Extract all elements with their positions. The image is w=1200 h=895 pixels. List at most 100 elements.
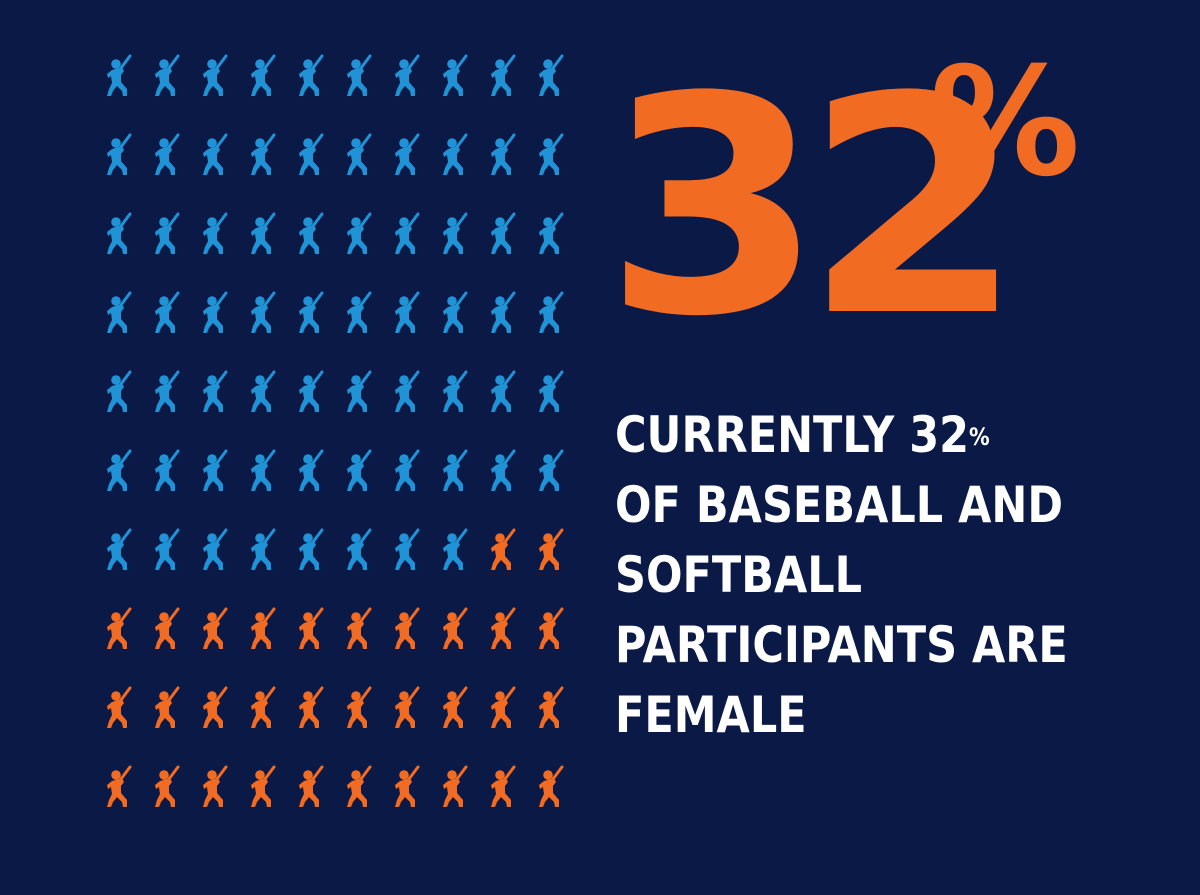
- baseball-batter-icon: [107, 765, 132, 807]
- baseball-batter-icon: [299, 765, 324, 807]
- baseball-batter-icon: [155, 765, 180, 807]
- baseball-batter-icon: [539, 212, 564, 254]
- baseball-batter-icon: [203, 54, 228, 96]
- baseball-batter-icon: [347, 370, 372, 412]
- baseball-batter-icon: [107, 212, 132, 254]
- baseball-batter-icon: [155, 54, 180, 96]
- baseball-batter-icon: [539, 528, 564, 570]
- baseball-batter-icon: [299, 133, 324, 175]
- baseball-batter-icon: [251, 528, 276, 570]
- baseball-batter-icon: [203, 449, 228, 491]
- baseball-batter-icon: [299, 449, 324, 491]
- baseball-batter-icon: [491, 686, 516, 728]
- baseball-batter-icon: [395, 212, 420, 254]
- baseball-batter-icon: [491, 607, 516, 649]
- baseball-batter-icon: [203, 291, 228, 333]
- baseball-batter-icon: [203, 765, 228, 807]
- baseball-batter-icon: [107, 528, 132, 570]
- baseball-batter-icon: [539, 765, 564, 807]
- baseball-batter-icon: [347, 528, 372, 570]
- caption: CURRENTLY 32% OF BASEBALL AND SOFTBALL P…: [615, 400, 1068, 750]
- baseball-batter-icon: [299, 686, 324, 728]
- baseball-batter-icon: [443, 528, 468, 570]
- baseball-batter-icon: [251, 686, 276, 728]
- baseball-batter-icon: [155, 528, 180, 570]
- baseball-batter-icon: [203, 607, 228, 649]
- baseball-batter-icon: [395, 607, 420, 649]
- baseball-batter-icon: [395, 133, 420, 175]
- baseball-batter-icon: [443, 291, 468, 333]
- baseball-batter-icon: [443, 686, 468, 728]
- baseball-batter-icon: [539, 686, 564, 728]
- baseball-batter-icon: [491, 212, 516, 254]
- baseball-batter-icon: [251, 133, 276, 175]
- baseball-batter-icon: [347, 291, 372, 333]
- baseball-batter-icon: [107, 133, 132, 175]
- baseball-batter-icon: [491, 54, 516, 96]
- baseball-batter-icon: [395, 686, 420, 728]
- baseball-batter-icon: [443, 607, 468, 649]
- baseball-batter-icon: [107, 370, 132, 412]
- baseball-batter-icon: [155, 686, 180, 728]
- baseball-batter-icon: [539, 370, 564, 412]
- baseball-batter-icon: [203, 686, 228, 728]
- headline-number: 32: [604, 33, 1023, 382]
- baseball-batter-icon: [203, 212, 228, 254]
- baseball-batter-icon: [395, 765, 420, 807]
- baseball-batter-icon: [443, 449, 468, 491]
- baseball-batter-icon: [347, 765, 372, 807]
- baseball-batter-icon: [443, 54, 468, 96]
- baseball-batter-icon: [155, 212, 180, 254]
- baseball-batter-icon: [395, 54, 420, 96]
- baseball-batter-icon: [443, 212, 468, 254]
- baseball-batter-icon: [539, 607, 564, 649]
- baseball-batter-icon: [203, 528, 228, 570]
- baseball-batter-icon: [491, 291, 516, 333]
- baseball-batter-icon: [155, 607, 180, 649]
- headline-percent-sign: %: [930, 36, 1081, 210]
- baseball-batter-icon: [203, 133, 228, 175]
- baseball-batter-icon: [155, 133, 180, 175]
- baseball-batter-icon: [251, 449, 276, 491]
- baseball-batter-icon: [251, 54, 276, 96]
- baseball-batter-icon: [347, 54, 372, 96]
- baseball-batter-icon: [107, 607, 132, 649]
- baseball-batter-icon: [299, 370, 324, 412]
- baseball-batter-icon: [395, 291, 420, 333]
- baseball-batter-icon: [251, 765, 276, 807]
- baseball-batter-icon: [491, 370, 516, 412]
- caption-line-5: FEMALE: [615, 686, 807, 744]
- baseball-batter-icon: [299, 291, 324, 333]
- baseball-batter-icon: [107, 686, 132, 728]
- caption-line-1: CURRENTLY 32%: [615, 406, 990, 464]
- caption-percent-sign: %: [969, 423, 990, 451]
- baseball-batter-icon: [539, 449, 564, 491]
- baseball-batter-icon: [491, 765, 516, 807]
- baseball-batter-icon: [347, 133, 372, 175]
- baseball-batter-icon: [155, 370, 180, 412]
- baseball-batter-icon: [299, 212, 324, 254]
- baseball-batter-icon: [251, 291, 276, 333]
- baseball-batter-icon: [443, 370, 468, 412]
- baseball-batter-icon: [491, 133, 516, 175]
- baseball-batter-icon: [443, 765, 468, 807]
- baseball-batter-icon: [107, 449, 132, 491]
- baseball-batter-icon: [251, 607, 276, 649]
- baseball-batter-icon: [251, 370, 276, 412]
- baseball-batter-icon: [491, 528, 516, 570]
- caption-line-4: PARTICIPANTS ARE: [615, 616, 1068, 674]
- baseball-batter-icon: [155, 449, 180, 491]
- baseball-batter-icon: [251, 212, 276, 254]
- baseball-batter-icon: [395, 528, 420, 570]
- baseball-batter-icon: [107, 54, 132, 96]
- baseball-batter-icon: [395, 370, 420, 412]
- baseball-batter-icon: [539, 291, 564, 333]
- caption-line-2: OF BASEBALL AND: [615, 476, 1064, 534]
- baseball-batter-icon: [347, 607, 372, 649]
- baseball-batter-icon: [299, 54, 324, 96]
- caption-line-3: SOFTBALL: [615, 546, 863, 604]
- baseball-batter-icon: [443, 133, 468, 175]
- baseball-batter-icon: [107, 291, 132, 333]
